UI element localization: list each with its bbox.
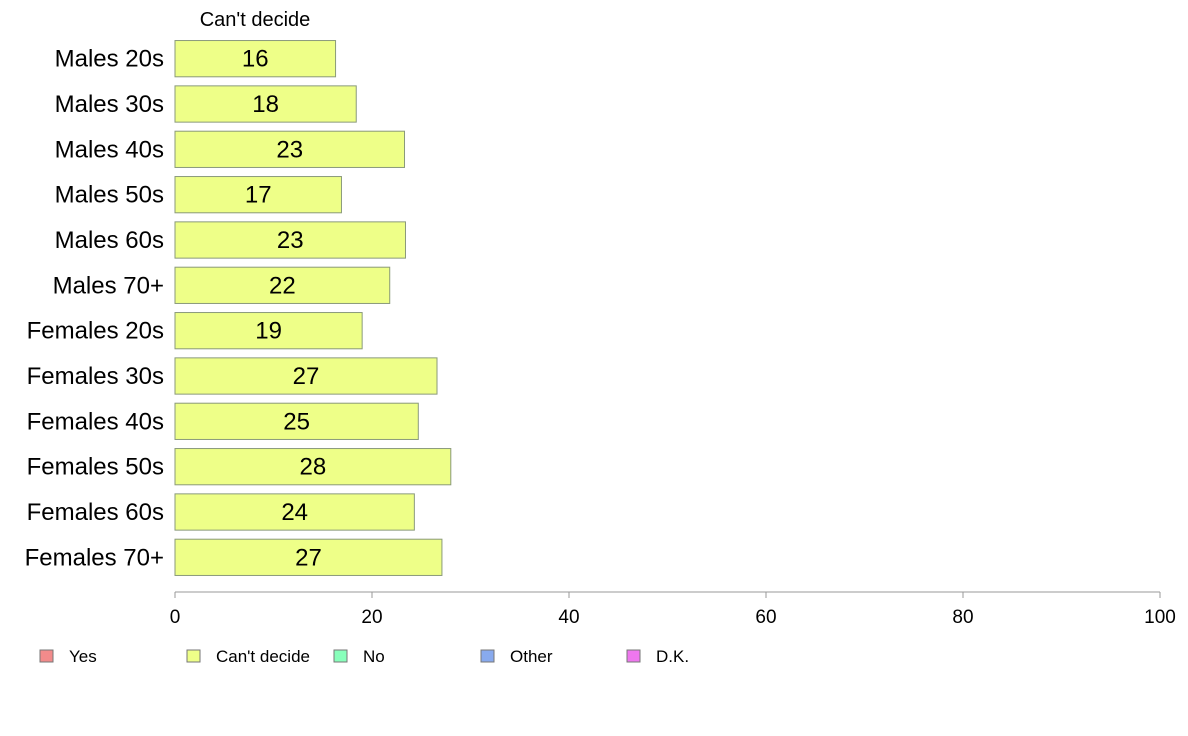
x-axis: 0 20 40 60 80 100 [170,591,1176,628]
data-label: 27 [295,544,322,571]
legend-swatch [186,649,201,663]
data-label: 19 [255,318,282,345]
bar [174,312,363,350]
category-label: Females 20s [27,318,164,345]
legend-label: No [363,647,385,666]
legend: Yes Can't decide No Other D.K. [39,647,689,666]
category-label: Males 40s [55,136,164,163]
legend-swatch [333,649,348,663]
data-label: 23 [276,136,303,163]
data-label: 27 [293,363,320,390]
data-label: 23 [277,227,304,254]
data-label: 24 [281,499,308,526]
data-label: 18 [252,91,279,118]
x-tick-label: 40 [558,607,579,628]
category-label: Females 50s [27,454,164,481]
category-label: Males 60s [55,227,164,254]
bar [174,130,406,168]
x-tick-label: 60 [755,607,776,628]
bar [174,448,452,486]
series-header: Can't decide [200,9,311,31]
bar [174,402,419,440]
category-label: Females 40s [27,408,164,435]
category-labels: Males 20s Males 30s Males 40s Males 50s Male… [25,46,164,572]
x-tick-label: 20 [361,607,382,628]
data-label: 22 [269,272,296,299]
data-label: 25 [283,408,310,435]
category-label: Males 20s [55,46,164,73]
x-tick-label: 100 [1144,607,1176,628]
bar [174,266,391,304]
legend-label: Other [510,647,553,666]
legend-label: Yes [69,647,97,666]
category-label: Males 70+ [53,272,164,299]
category-label: Females 60s [27,499,164,526]
legend-swatch [39,649,54,663]
category-label: Males 50s [55,182,164,209]
category-label: Females 30s [27,363,164,390]
bar [174,85,357,123]
data-label: 16 [242,46,269,73]
category-label: Females 70+ [25,544,164,571]
legend-label: Can't decide [216,647,310,666]
legend-swatch [626,649,641,663]
bar [174,493,415,531]
bars [174,40,452,576]
bar [174,357,438,395]
category-label: Males 30s [55,91,164,118]
bar [174,40,337,78]
bar [174,221,406,259]
data-label: 17 [245,182,272,209]
x-tick-label: 80 [952,607,973,628]
legend-swatch [480,649,495,663]
legend-label: D.K. [656,647,689,666]
data-label: 28 [300,454,327,481]
bar [174,538,443,576]
bar [174,176,342,214]
x-tick-label: 0 [170,607,181,628]
